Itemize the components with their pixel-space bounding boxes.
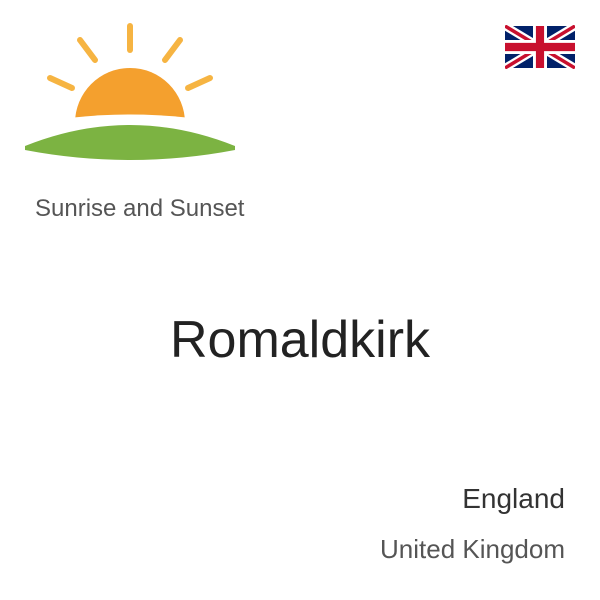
- location-region: England: [462, 483, 565, 515]
- brand-text: Sunrise and Sunset: [35, 195, 244, 223]
- location-country: United Kingdom: [380, 534, 565, 565]
- location-name: Romaldkirk: [170, 310, 430, 370]
- sunrise-logo-icon: [20, 18, 240, 178]
- uk-flag-icon: [505, 25, 575, 69]
